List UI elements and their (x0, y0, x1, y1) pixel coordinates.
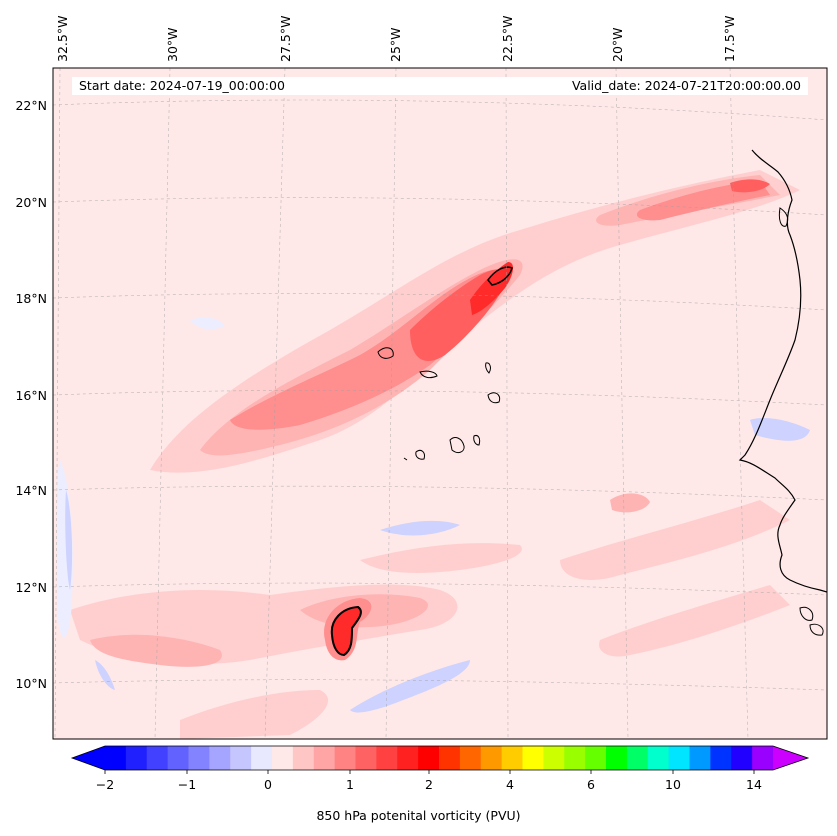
colorbar-ticks (104, 770, 755, 774)
colorbar-tick-label: 4 (506, 777, 514, 792)
longitude-labels: 32.5°W 30°W 27.5°W 25°W 22.5°W 20°W 17.5… (55, 16, 737, 62)
colorbar-cell (689, 746, 711, 770)
colorbar-cell (355, 746, 377, 770)
pv-negative-region (380, 520, 460, 536)
colorbar-cell (251, 746, 273, 770)
pv-contour-level-2 (610, 493, 650, 513)
pv-contour-level-1 (180, 690, 329, 739)
colorbar-cell (585, 746, 607, 770)
colorbar: −2 −1 0 1 2 4 6 10 14 (70, 745, 810, 792)
lat-label-22n: 22°N (15, 98, 47, 113)
colorbar-cell (313, 746, 336, 770)
colorbar-cell (209, 746, 231, 770)
coastline-detail (778, 207, 824, 636)
colorbar-tick-label: 0 (264, 777, 272, 792)
colorbar-cell (105, 746, 127, 770)
colorbar-label: 850 hPa potenital vorticity (PVU) (316, 808, 521, 823)
graticule (53, 68, 827, 739)
lon-label-27-5w: 27.5°W (278, 16, 293, 62)
lat-label-18n: 18°N (15, 291, 47, 306)
colorbar-cell (230, 746, 252, 770)
colorbar-tick-label: 6 (587, 777, 595, 792)
colorbar-cell (167, 746, 190, 770)
colorbar-cell (501, 746, 524, 770)
lat-label-20n: 20°N (15, 195, 47, 210)
colorbar-cell (292, 746, 315, 770)
lat-label-14n: 14°N (15, 483, 47, 498)
colorbar-cell (146, 746, 169, 770)
lat-label-16n: 16°N (15, 388, 47, 403)
colorbar-cell (543, 746, 565, 770)
pv-negative-region (58, 460, 73, 638)
lon-label-25w: 25°W (388, 27, 403, 62)
colorbar-tick-label: −2 (96, 777, 114, 792)
map-panel (53, 68, 827, 739)
pv-contour-level-6 (331, 607, 361, 655)
colorbar-cell (668, 746, 691, 770)
colorbar-extend-max (773, 746, 808, 770)
colorbar-tick-label: 10 (665, 777, 681, 792)
lon-label-17-5w: 17.5°W (722, 16, 737, 62)
pv-contour-level-2 (90, 634, 222, 667)
colorbar-cell (188, 746, 210, 770)
colorbar-tick-label: 2 (425, 777, 433, 792)
colorbar-cell (334, 746, 357, 770)
colorbar-cell (564, 746, 586, 770)
pv-negative-region (350, 660, 470, 713)
pv-contour-level-4 (730, 179, 770, 193)
pv-negative-region (95, 660, 115, 690)
colorbar-cell (647, 746, 670, 770)
latitude-labels: 22°N 20°N 18°N 16°N 14°N 12°N 10°N (15, 98, 47, 691)
pv-contour-line-2pvu (330, 605, 362, 657)
pv-contour-level-5 (470, 262, 514, 315)
lon-label-20w: 20°W (610, 27, 625, 62)
colorbar-tick-label: 14 (746, 777, 762, 792)
colorbar-cell (397, 746, 419, 770)
colorbar-cell (731, 746, 753, 770)
colorbar-cell (272, 746, 294, 770)
lon-label-30w: 30°W (165, 27, 180, 62)
colorbar-cell (439, 746, 461, 770)
pv-negative-region (750, 418, 810, 441)
map-frame (52, 67, 828, 740)
colorbar-tick-labels: −2 −1 0 1 2 4 6 10 14 (96, 777, 762, 792)
lon-label-32-5w: 32.5°W (55, 16, 70, 62)
colorbar-cells (105, 746, 774, 770)
pv-contour-line-2pvu (487, 266, 513, 286)
pv-contour-level-1 (560, 500, 790, 580)
colorbar-tick-label: 1 (346, 777, 354, 792)
pv-negative-region (65, 490, 73, 590)
start-date: Start date: 2024-07-19_00:00:00 (79, 78, 285, 93)
colorbar-cell (522, 746, 544, 770)
valid-date: Valid_date: 2024-07-21T20:00:00.00 (571, 78, 801, 93)
lat-label-10n: 10°N (15, 676, 47, 691)
colorbar-cell (125, 746, 148, 770)
cape-verde-islands (377, 347, 501, 461)
colorbar-cell (606, 746, 628, 770)
colorbar-cell (376, 746, 398, 770)
lat-label-12n: 12°N (15, 580, 47, 595)
colorbar-cell (459, 746, 482, 770)
lon-label-22-5w: 22.5°W (500, 16, 515, 62)
african-coastline (738, 149, 827, 593)
pv-contour-level-1 (599, 585, 790, 657)
pv-negative-region (190, 317, 225, 330)
colorbar-cell (710, 746, 732, 770)
colorbar-extend-min (72, 746, 105, 770)
date-info-box: Start date: 2024-07-19_00:00:00 Valid_da… (72, 77, 808, 95)
colorbar-cell (480, 746, 503, 770)
colorbar-cell (752, 746, 774, 770)
pv-contour-level-1 (360, 543, 522, 573)
colorbar-cell (626, 746, 649, 770)
colorbar-cell (418, 746, 440, 770)
colorbar-tick-label: −1 (178, 777, 196, 792)
